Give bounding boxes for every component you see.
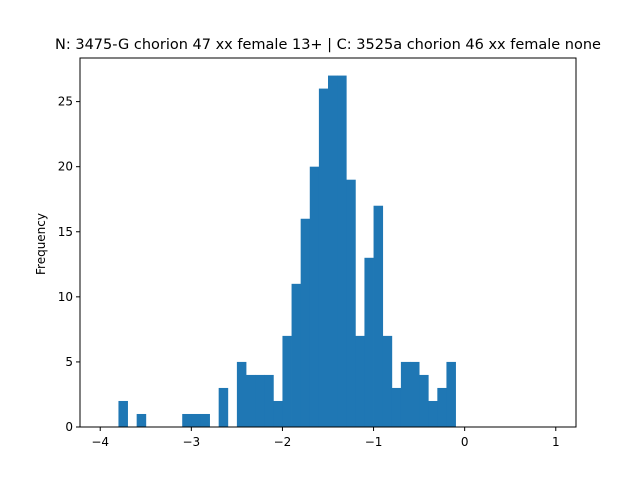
histogram-bar: [191, 413, 201, 427]
y-tick-label: 20: [58, 160, 73, 174]
histogram-bar: [200, 413, 210, 427]
y-axis-ticks: 0 5 10 15 20 25: [58, 95, 80, 434]
y-tick-label: 15: [58, 225, 73, 239]
histogram-bar: [355, 335, 365, 427]
histogram-bar: [273, 400, 283, 427]
chart-title: N: 3475-G chorion 47 xx female 13+ | C: …: [55, 37, 601, 53]
y-axis-label: Frequency: [34, 213, 48, 275]
histogram-bar: [419, 374, 429, 427]
histogram-bar: [309, 166, 320, 427]
histogram-bar: [391, 387, 402, 427]
x-tick-label: 1: [552, 435, 560, 449]
histogram-bar: [282, 335, 292, 427]
x-axis-ticks: −4 −3 −2 −1 0 1: [91, 427, 560, 449]
histogram-bars: [118, 75, 456, 427]
histogram-bar: [300, 218, 311, 427]
histogram-bar: [382, 335, 393, 427]
histogram-bar: [373, 205, 384, 427]
x-tick-label: 0: [461, 435, 469, 449]
histogram-bar: [218, 387, 229, 427]
histogram-bar: [236, 361, 247, 427]
histogram-bar: [446, 361, 456, 427]
y-tick-label: 5: [65, 355, 73, 369]
histogram-bar: [118, 400, 128, 427]
histogram-bar: [346, 179, 356, 427]
x-tick-label: −4: [91, 435, 109, 449]
histogram-bar: [337, 75, 347, 427]
histogram-bar: [410, 361, 420, 427]
histogram-bar: [437, 387, 447, 427]
histogram-bar: [318, 88, 329, 427]
x-tick-label: −1: [365, 435, 383, 449]
y-tick-label: 0: [65, 420, 73, 434]
y-tick-label: 10: [58, 290, 73, 304]
histogram-bar: [428, 400, 438, 427]
histogram-bar: [264, 374, 274, 427]
histogram-bar: [255, 374, 265, 427]
histogram-bar: [182, 413, 192, 427]
histogram-bar: [291, 283, 302, 427]
y-tick-label: 25: [58, 95, 73, 109]
histogram-bar: [364, 257, 374, 427]
x-tick-label: −3: [182, 435, 200, 449]
histogram-bar: [246, 374, 256, 427]
histogram-bar: [328, 75, 338, 427]
x-tick-label: −2: [274, 435, 292, 449]
plot-frame: [79, 57, 577, 428]
histogram-bar: [136, 413, 147, 427]
histogram-bar: [400, 361, 411, 427]
